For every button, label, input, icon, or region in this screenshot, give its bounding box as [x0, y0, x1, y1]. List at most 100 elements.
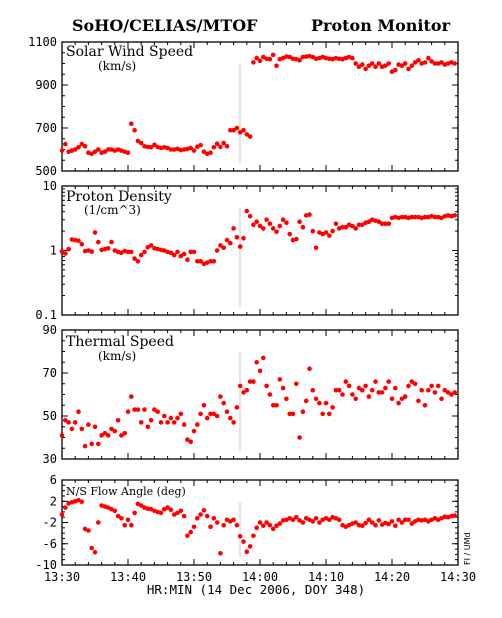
data-point: [389, 396, 395, 402]
data-point: [211, 516, 217, 521]
data-point: [188, 439, 193, 445]
data-point: [162, 413, 167, 419]
y-tick-label: 6: [50, 473, 57, 487]
data-point: [96, 441, 101, 447]
data-point: [105, 246, 111, 251]
data-point: [175, 415, 180, 421]
data-point: [287, 231, 293, 237]
data-point: [138, 252, 144, 258]
data-point: [373, 64, 378, 69]
data-point: [211, 259, 217, 264]
data-point: [426, 55, 431, 61]
data-point: [373, 379, 378, 384]
data-point: [353, 61, 359, 66]
data-point: [198, 142, 203, 148]
panel-solar-wind-speed: Solar Wind Speed (km/s) 500 700 900 1100: [28, 35, 459, 178]
x-axis-label: HR:MIN (14 Dec 2006, DOY 348): [147, 582, 365, 597]
data-point: [221, 245, 226, 251]
data-point: [343, 379, 349, 384]
data-point: [221, 522, 226, 528]
x-axis-ticks: 13:30 13:40 13:50 14:00 14:10 14:20 14:30: [44, 570, 476, 584]
data-point: [142, 249, 147, 255]
data-point: [376, 390, 382, 395]
data-point: [409, 214, 415, 220]
data-point: [244, 549, 250, 554]
y-tick-label: 90: [43, 323, 57, 337]
data-point: [327, 517, 332, 523]
data-point: [442, 387, 448, 393]
data-point: [76, 145, 81, 150]
data-point: [429, 383, 434, 389]
x-tick-label: 13:40: [110, 570, 146, 584]
credit-text: FI / UMd: [463, 532, 472, 565]
data-point: [386, 221, 392, 226]
data-point: [416, 398, 421, 404]
data-point: [333, 221, 339, 226]
panel-thermal-speed: Thermal Speed (km/s) 30 50 70 90: [43, 323, 459, 466]
y-tick-label: 30: [43, 452, 57, 466]
data-point: [399, 63, 405, 68]
data-point: [188, 145, 193, 151]
data-point: [241, 539, 246, 544]
data-point: [152, 407, 157, 412]
data-point: [79, 141, 85, 147]
x-tick-label: 14:10: [308, 570, 344, 584]
data-point: [129, 394, 134, 399]
data-point: [247, 544, 253, 549]
data-point: [237, 534, 243, 539]
data-point: [251, 222, 256, 228]
data-point: [432, 390, 438, 395]
data-point: [317, 520, 322, 525]
data-point: [264, 383, 269, 389]
data-point: [429, 59, 434, 64]
panel-unit: (1/cm^3): [84, 203, 141, 217]
data-point: [122, 430, 127, 436]
data-point: [323, 400, 329, 406]
data-point: [313, 245, 319, 251]
data-point: [376, 518, 382, 523]
data-point: [360, 222, 365, 228]
data-point: [297, 518, 302, 523]
data-point: [241, 127, 246, 133]
data-point: [201, 403, 207, 408]
y-tick-label: 10: [43, 179, 57, 193]
data-point: [274, 229, 279, 235]
data-point: [412, 60, 418, 65]
data-point: [353, 226, 359, 231]
panel-unit: (km/s): [98, 59, 136, 73]
data-point: [119, 433, 124, 438]
data-point: [96, 147, 101, 152]
data-point: [132, 256, 137, 261]
data-point: [228, 240, 233, 246]
data-point: [59, 433, 65, 438]
x-tick-label: 13:30: [44, 570, 80, 584]
data-point: [82, 144, 88, 149]
data-point: [399, 396, 405, 402]
data-point: [208, 524, 213, 530]
data-point: [244, 387, 250, 393]
data-point: [452, 513, 458, 518]
data-point: [389, 519, 395, 524]
data-point: [383, 63, 388, 68]
data-point: [406, 517, 411, 523]
data-point: [366, 517, 372, 523]
data-point: [393, 385, 398, 391]
data-point: [89, 151, 94, 157]
data-point: [231, 226, 236, 231]
data-point: [224, 144, 230, 149]
data-point: [267, 392, 273, 397]
data-point: [294, 381, 299, 387]
data-point: [231, 127, 236, 133]
data-point: [251, 60, 256, 65]
data-point: [274, 403, 279, 408]
data-point: [132, 127, 137, 133]
data-point: [115, 418, 121, 423]
data-point: [350, 223, 355, 229]
x-tick-label: 14:30: [440, 570, 476, 584]
data-point: [191, 428, 197, 434]
data-point: [290, 517, 296, 523]
data-point: [92, 230, 98, 235]
data-point: [234, 125, 240, 131]
data-point: [307, 366, 312, 372]
data-point: [449, 392, 454, 397]
